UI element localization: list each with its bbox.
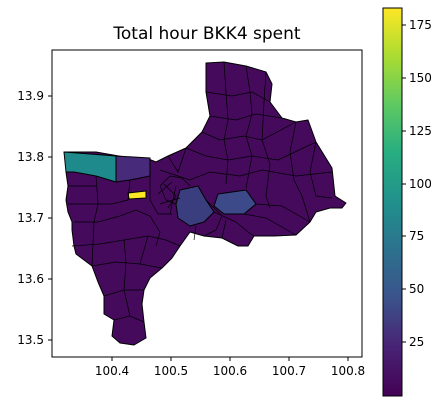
y-tick-label: 13.7 bbox=[17, 211, 44, 225]
y-tick-label: 13.8 bbox=[17, 150, 44, 164]
x-tick-label: 100.8 bbox=[331, 364, 365, 378]
map-title: Total hour BKK4 spent bbox=[112, 24, 301, 44]
x-tick-label: 100.5 bbox=[154, 364, 188, 378]
y-tick-label: 13.5 bbox=[17, 333, 44, 347]
bangkok-district-map bbox=[63, 61, 347, 346]
colorbar: 25 50 75 100 125 150 175 bbox=[382, 7, 432, 397]
colorbar-ticks: 25 50 75 100 125 150 175 bbox=[402, 18, 432, 349]
colorbar-tick-label: 150 bbox=[409, 71, 432, 85]
y-tick-label: 13.6 bbox=[17, 272, 44, 286]
district-region-mid bbox=[175, 185, 215, 227]
colorbar-tick-label: 50 bbox=[409, 282, 424, 296]
x-tick-label: 100.4 bbox=[95, 364, 129, 378]
y-axis-ticks: 13.5 13.6 13.7 13.8 13.9 bbox=[17, 89, 52, 347]
colorbar-tick-label: 175 bbox=[409, 18, 432, 32]
colorbar-tick-label: 25 bbox=[409, 335, 424, 349]
map-axes-frame bbox=[51, 49, 363, 358]
y-tick-label: 13.9 bbox=[17, 89, 44, 103]
x-tick-label: 100.6 bbox=[213, 364, 247, 378]
x-tick-label: 100.7 bbox=[272, 364, 306, 378]
district-region-north-purple bbox=[115, 155, 151, 183]
colorbar-tick-label: 75 bbox=[409, 229, 424, 243]
colorbar-gradient bbox=[382, 7, 403, 397]
district-region-max bbox=[127, 190, 147, 200]
district-borders bbox=[66, 61, 333, 323]
x-axis-ticks: 100.4 100.5 100.6 100.7 100.8 bbox=[95, 357, 365, 378]
colorbar-tick-label: 100 bbox=[409, 177, 432, 191]
colorbar-tick-label: 125 bbox=[409, 124, 432, 138]
